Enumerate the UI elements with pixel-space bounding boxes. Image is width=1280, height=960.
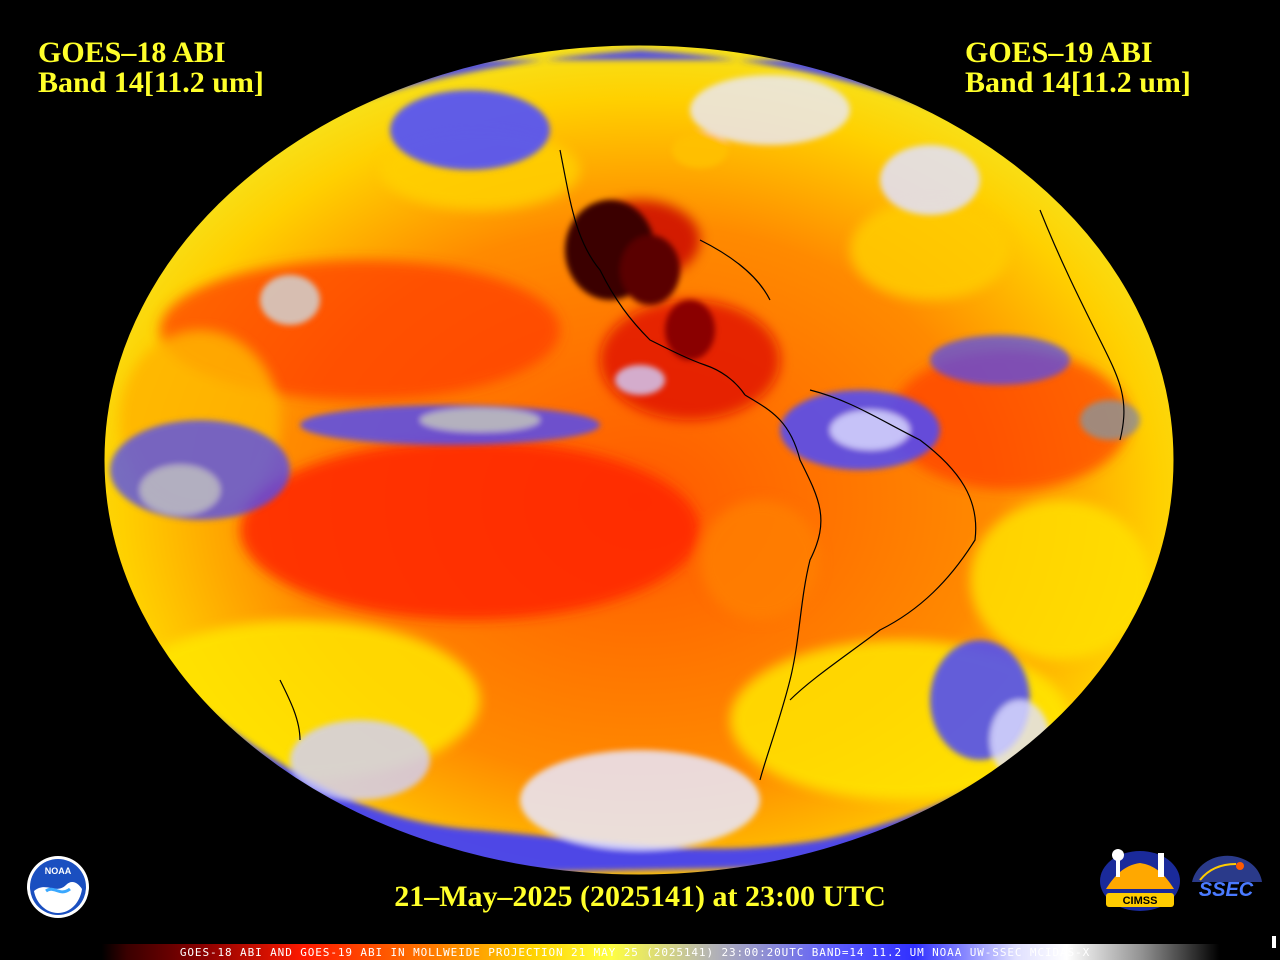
noaa-logo-icon: NOAA: [27, 856, 89, 918]
right-satellite-name: GOES–19 ABI: [965, 36, 1153, 69]
left-satellite-title: GOES–18 ABI Band 14[11.2 um]: [38, 38, 264, 98]
noaa-logo-text: NOAA: [45, 866, 72, 876]
colorbar-end-marker: [1272, 936, 1276, 948]
globe-imagery: [104, 45, 1174, 875]
right-satellite-title: GOES–19 ABI Band 14[11.2 um]: [965, 38, 1191, 98]
cimss-logo-icon: CIMSS: [1100, 849, 1180, 911]
hot-land-surface: [565, 200, 715, 360]
coastline-outlines: [279, 149, 1125, 781]
image-timestamp: 21–May–2025 (2025141) at 23:00 UTC: [394, 880, 886, 913]
right-band-label: Band 14[11.2 um]: [965, 66, 1191, 99]
left-satellite-name: GOES–18 ABI: [38, 36, 226, 69]
colorbar-caption: GOES-18 ABI AND GOES-19 ABI IN MOLLWEIDE…: [179, 946, 1091, 959]
temperature-colorbar: [0, 944, 1270, 960]
cimss-logo-text: CIMSS: [1123, 895, 1158, 907]
ssec-logo-icon: SSEC: [1192, 855, 1262, 901]
ssec-logo-text: SSEC: [1199, 879, 1254, 901]
left-band-label: Band 14[11.2 um]: [38, 66, 264, 99]
